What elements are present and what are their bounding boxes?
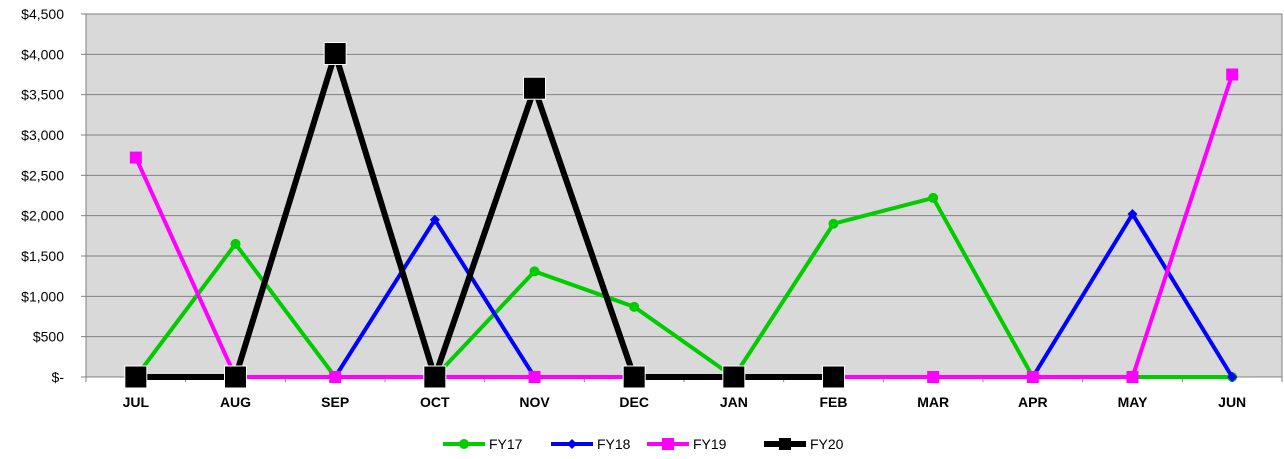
legend: FY17 FY18 FY19 FY20 bbox=[443, 436, 844, 452]
x-tick-label-aug: AUG bbox=[220, 394, 251, 410]
x-tick-label-sep: SEP bbox=[321, 394, 349, 410]
legend-label: FY17 bbox=[489, 436, 523, 452]
series-fy20-point bbox=[523, 76, 546, 100]
plot-area bbox=[85, 13, 1283, 378]
series-fy20-point bbox=[722, 365, 746, 389]
x-tick-label-nov: NOV bbox=[519, 394, 550, 410]
legend-item-fy18: FY18 bbox=[551, 436, 631, 452]
series-fy18-point bbox=[1127, 209, 1138, 220]
y-tick-label: $2,000 bbox=[21, 208, 64, 224]
y-tick-label: $1,000 bbox=[21, 288, 64, 304]
series-fy18-point bbox=[1227, 372, 1238, 382]
series-fy17-point bbox=[529, 266, 540, 277]
legend-point bbox=[662, 438, 674, 450]
legend-point bbox=[779, 438, 791, 450]
series-fy20-point bbox=[423, 365, 447, 389]
legend-label: FY18 bbox=[597, 436, 631, 452]
series-fy20-point bbox=[124, 365, 148, 389]
series-fy20-point bbox=[622, 365, 646, 389]
x-tick-label-jan: JAN bbox=[720, 394, 748, 410]
series-fy17-point bbox=[629, 301, 640, 312]
y-tick-label: $- bbox=[52, 369, 65, 385]
legend-item-fy17: FY17 bbox=[443, 436, 523, 452]
series-fy17-point bbox=[230, 238, 241, 249]
x-tick-label-may: MAY bbox=[1118, 394, 1148, 410]
y-tick-label: $500 bbox=[33, 329, 64, 345]
series-fy19-point bbox=[1126, 371, 1139, 383]
series-fy18-point bbox=[429, 214, 440, 225]
x-tick-label-mar: MAR bbox=[917, 394, 949, 410]
series-fy20-point bbox=[323, 42, 347, 66]
series-fy20-point bbox=[822, 365, 845, 389]
legend-item-fy20: FY20 bbox=[764, 436, 844, 452]
legend-item-fy19: FY19 bbox=[647, 436, 727, 452]
legend-label: FY19 bbox=[693, 436, 727, 452]
series-fy19-point bbox=[927, 371, 940, 383]
legend-point bbox=[459, 439, 469, 449]
series-fy20 bbox=[124, 42, 845, 389]
series-fy20-line bbox=[135, 43, 834, 387]
y-tick-label: $4,500 bbox=[21, 6, 64, 22]
y-tick-label: $3,000 bbox=[21, 127, 64, 143]
x-tick-label-oct: OCT bbox=[420, 394, 450, 410]
series-fy17-point bbox=[828, 218, 839, 229]
x-tick-label-feb: FEB bbox=[820, 394, 848, 410]
x-tick-label-dec: DEC bbox=[619, 394, 649, 410]
gridlines bbox=[86, 13, 1282, 378]
series-fy20-point bbox=[224, 365, 247, 389]
y-tick-label: $1,500 bbox=[21, 248, 64, 264]
y-tick-label: $2,500 bbox=[21, 167, 64, 183]
x-tick-label-apr: APR bbox=[1018, 394, 1048, 410]
x-tick-label-jul: JUL bbox=[123, 394, 150, 410]
series-fy19-point bbox=[528, 371, 541, 383]
legend-point bbox=[567, 439, 577, 449]
legend-label: FY20 bbox=[810, 436, 844, 452]
x-tick-label-jun: JUN bbox=[1218, 394, 1246, 410]
y-tick-label: $4,000 bbox=[21, 46, 64, 62]
series-fy19-point bbox=[129, 151, 142, 164]
series-fy17-point bbox=[928, 192, 939, 203]
y-tick-label: $3,500 bbox=[21, 87, 64, 103]
series-fy19-point bbox=[1026, 371, 1039, 383]
series-fy19-point bbox=[1226, 68, 1239, 81]
series-fy19-point bbox=[329, 371, 342, 383]
